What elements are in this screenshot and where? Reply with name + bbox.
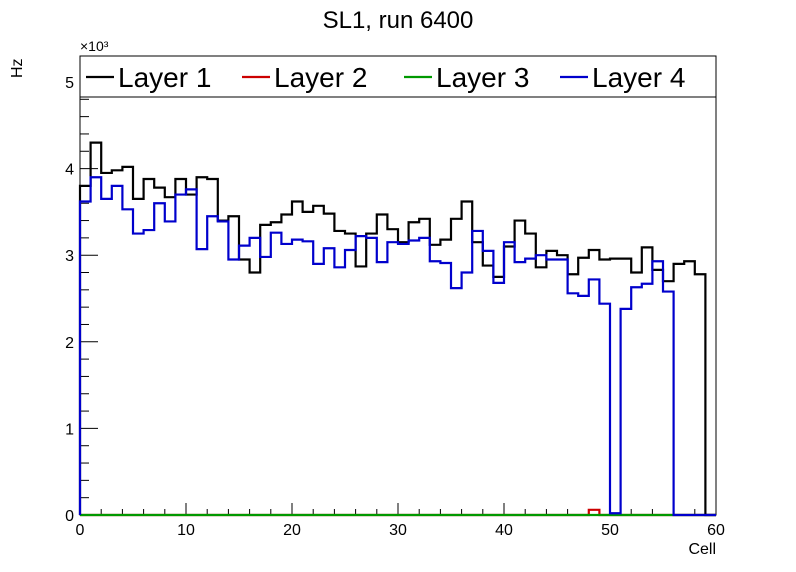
y-tick-label: 4 <box>65 162 74 179</box>
legend-label-4: Layer 4 <box>592 62 685 93</box>
x-tick-label: 60 <box>707 522 725 539</box>
series-layer-1 <box>78 141 716 517</box>
legend: Layer 1 Layer 2 Layer 3 Layer 4 <box>86 62 685 93</box>
x-tick-label: 50 <box>601 522 619 539</box>
legend-label-2: Layer 2 <box>274 62 367 93</box>
x-tick-label: 0 <box>76 522 85 539</box>
series-layer-4 <box>78 176 716 517</box>
y-tick-label: 1 <box>65 421 74 438</box>
y-tick-label: 2 <box>65 335 74 352</box>
legend-box <box>79 55 717 98</box>
y-exponent-label: ×10³ <box>80 38 109 54</box>
y-tick-label: 0 <box>65 508 74 525</box>
x-tick-label: 10 <box>177 522 195 539</box>
legend-label-1: Layer 1 <box>118 62 211 93</box>
x-tick-label: 40 <box>495 522 513 539</box>
chart-title: SL1, run 6400 <box>323 7 474 34</box>
x-tick-label: 30 <box>389 522 407 539</box>
x-tick-label: 20 <box>283 522 301 539</box>
y-tick-label: 3 <box>65 248 74 265</box>
plot-area: 0 10 20 30 40 50 60 0 1 2 3 4 5 <box>65 55 725 539</box>
legend-label-3: Layer 3 <box>436 62 529 93</box>
y-tick-label: 5 <box>65 75 74 92</box>
y-axis-title: Hz <box>9 58 26 78</box>
x-axis-title: Cell <box>688 541 716 558</box>
